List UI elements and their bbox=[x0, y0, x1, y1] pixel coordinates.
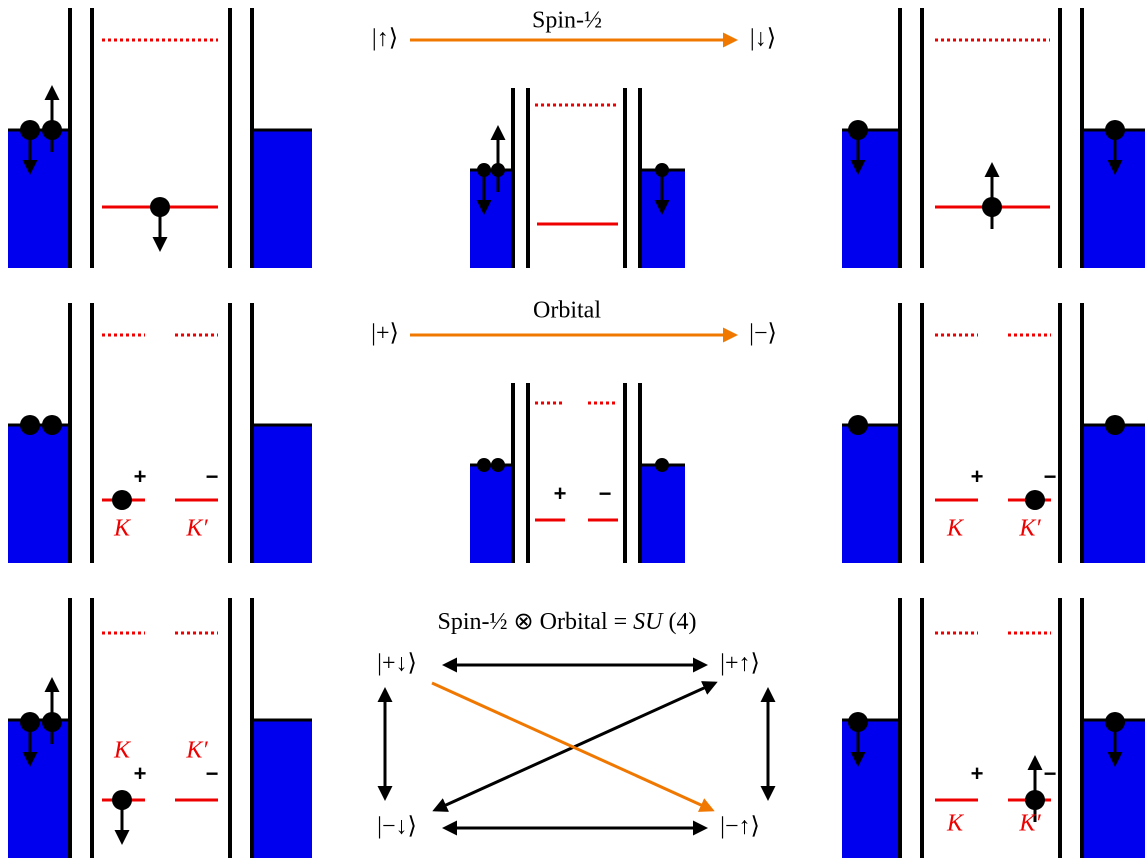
electron bbox=[477, 458, 491, 472]
spin-from: |↑⟩ bbox=[372, 26, 398, 52]
plus-label: + bbox=[971, 761, 984, 786]
su4-title-prefix: Spin-½ ⊗ Orbital = bbox=[438, 609, 634, 635]
lead bbox=[8, 425, 68, 563]
lead bbox=[8, 720, 68, 858]
electron bbox=[42, 415, 62, 435]
minus-label: − bbox=[599, 481, 612, 506]
lead bbox=[842, 720, 898, 858]
lead bbox=[252, 130, 312, 268]
electron bbox=[1025, 490, 1045, 510]
spin-title: Spin-½ bbox=[532, 8, 602, 34]
orbital-title: Orbital bbox=[533, 298, 601, 324]
lead bbox=[252, 425, 312, 563]
valley-label: K′ bbox=[1018, 516, 1041, 542]
lead bbox=[252, 720, 312, 858]
lead bbox=[641, 465, 685, 563]
electron bbox=[20, 120, 40, 140]
spin-to: |↓⟩ bbox=[750, 26, 776, 52]
lead bbox=[470, 170, 512, 268]
minus-label: − bbox=[1044, 464, 1057, 489]
electron bbox=[112, 790, 132, 810]
electron bbox=[1105, 415, 1125, 435]
su4-state: |−↓⟩ bbox=[377, 814, 417, 840]
electron bbox=[982, 197, 1002, 217]
electron bbox=[477, 163, 491, 177]
minus-label: − bbox=[1044, 761, 1057, 786]
lead bbox=[1083, 425, 1145, 563]
valley-label: K′ bbox=[185, 738, 208, 764]
orbital-to: |−⟩ bbox=[749, 321, 777, 347]
su4-state: |−↑⟩ bbox=[720, 814, 760, 840]
diagram: Spin-½ |↑⟩ |↓⟩ Orbital |+⟩ |−⟩ Spin-½ ⊗ … bbox=[0, 0, 1145, 861]
lead bbox=[842, 130, 898, 268]
su4-title: Spin-½ ⊗ Orbital = SU (4) bbox=[438, 609, 697, 635]
valley-label: K bbox=[946, 516, 965, 542]
electron bbox=[848, 712, 868, 732]
valley-label: K bbox=[113, 738, 132, 764]
valley-label: K bbox=[113, 516, 132, 542]
electron bbox=[1105, 712, 1125, 732]
plus-label: + bbox=[134, 761, 147, 786]
electron bbox=[491, 163, 505, 177]
electron bbox=[42, 712, 62, 732]
lead bbox=[842, 425, 898, 563]
electron bbox=[42, 120, 62, 140]
valley-label: K′ bbox=[185, 516, 208, 542]
su4-title-suffix: (4) bbox=[663, 609, 697, 635]
electron bbox=[491, 458, 505, 472]
electron bbox=[112, 490, 132, 510]
electron bbox=[20, 415, 40, 435]
electron bbox=[848, 120, 868, 140]
electron bbox=[20, 712, 40, 732]
plus-label: + bbox=[134, 464, 147, 489]
valley-label: K bbox=[946, 811, 965, 837]
electron bbox=[1105, 120, 1125, 140]
valley-label: K′ bbox=[1018, 811, 1041, 837]
electron bbox=[655, 458, 669, 472]
electron bbox=[150, 197, 170, 217]
su4-state: |+↓⟩ bbox=[377, 651, 417, 677]
plus-label: + bbox=[971, 464, 984, 489]
su4-title-italic: SU bbox=[633, 609, 664, 635]
electron bbox=[848, 415, 868, 435]
su4-state: |+↑⟩ bbox=[720, 651, 760, 677]
minus-label: − bbox=[206, 464, 219, 489]
plus-label: + bbox=[554, 481, 567, 506]
electron bbox=[1025, 790, 1045, 810]
minus-label: − bbox=[206, 761, 219, 786]
lead bbox=[8, 130, 68, 268]
orbital-from: |+⟩ bbox=[371, 321, 399, 347]
electron bbox=[655, 163, 669, 177]
lead bbox=[470, 465, 512, 563]
